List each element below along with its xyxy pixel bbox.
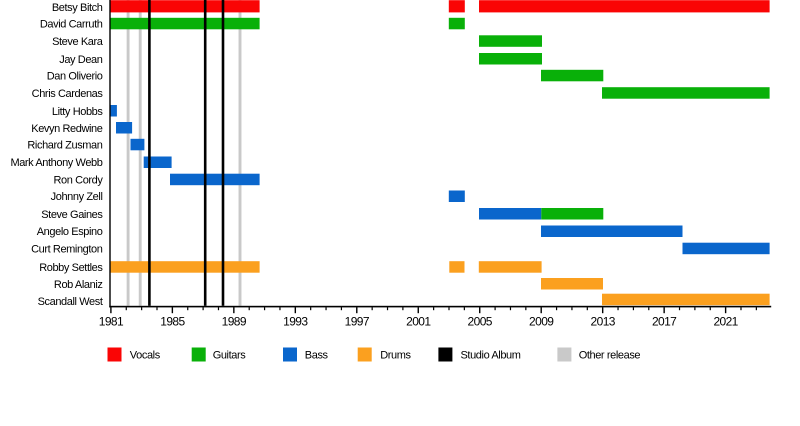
svg-text:Betsy Bitch: Betsy Bitch: [52, 2, 103, 14]
svg-text:Jay Dean: Jay Dean: [59, 54, 103, 66]
svg-text:Bass: Bass: [305, 349, 329, 361]
svg-text:Angelo Espino: Angelo Espino: [37, 226, 103, 238]
svg-text:2013: 2013: [591, 315, 616, 329]
svg-text:Drums: Drums: [380, 349, 411, 361]
svg-text:1993: 1993: [283, 315, 308, 329]
svg-text:2017: 2017: [652, 315, 677, 329]
svg-text:Ron Cordy: Ron Cordy: [54, 174, 104, 186]
svg-text:Johnny Zell: Johnny Zell: [51, 191, 103, 203]
svg-text:Guitars: Guitars: [213, 349, 247, 361]
svg-text:Kevyn Redwine: Kevyn Redwine: [31, 123, 103, 135]
svg-text:2009: 2009: [529, 315, 554, 329]
svg-text:Chris Cardenas: Chris Cardenas: [32, 88, 104, 100]
svg-text:2021: 2021: [713, 315, 738, 329]
svg-text:Curt Remington: Curt Remington: [31, 243, 103, 255]
svg-text:Vocals: Vocals: [130, 349, 161, 361]
svg-text:1997: 1997: [345, 315, 370, 329]
svg-text:1985: 1985: [160, 315, 185, 329]
svg-text:2005: 2005: [468, 315, 493, 329]
svg-text:Litty Hobbs: Litty Hobbs: [52, 106, 104, 118]
svg-text:Steve Gaines: Steve Gaines: [41, 209, 103, 221]
svg-text:Scandall West: Scandall West: [38, 296, 103, 308]
svg-text:2001: 2001: [406, 315, 431, 329]
svg-text:Studio Album: Studio Album: [461, 349, 521, 361]
svg-text:Dan Oliverio: Dan Oliverio: [47, 71, 103, 83]
svg-text:Rob Alaniz: Rob Alaniz: [54, 279, 103, 291]
svg-text:Steve Kara: Steve Kara: [52, 36, 104, 48]
svg-text:1989: 1989: [222, 315, 247, 329]
svg-text:Mark Anthony Webb: Mark Anthony Webb: [10, 157, 102, 169]
svg-text:1981: 1981: [99, 315, 124, 329]
svg-text:Other release: Other release: [579, 349, 641, 361]
svg-text:Richard Zusman: Richard Zusman: [27, 140, 102, 152]
svg-text:Robby Settles: Robby Settles: [39, 262, 103, 274]
svg-text:David Carruth: David Carruth: [40, 19, 103, 31]
